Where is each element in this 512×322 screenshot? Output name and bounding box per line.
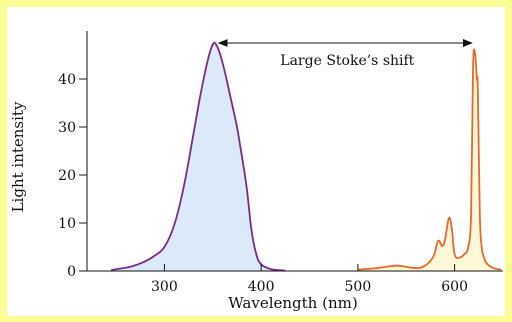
y-tick-label: 10 — [58, 216, 76, 232]
x-tick-label: 500 — [345, 279, 372, 295]
stokes-shift-label: Large Stoke’s shift — [280, 53, 414, 69]
series-1-line — [111, 41, 286, 272]
x-tick-label: 600 — [441, 279, 468, 295]
series-1-area — [111, 42, 286, 272]
chart-frame: 0 10 20 30 40 300 400 500 600 Large Stoke’s shif… — [7, 7, 505, 316]
y-tick-label: 40 — [58, 72, 76, 88]
x-tick-label: 300 — [151, 279, 178, 295]
y-tick-label: 30 — [58, 120, 76, 136]
stokes-shift-annotation: Large Stoke’s shift — [217, 39, 473, 69]
ticks: 0 10 20 30 40 300 400 500 600 — [58, 72, 468, 295]
axes — [86, 31, 503, 272]
x-tick-label: 400 — [248, 279, 275, 295]
y-tick-label: 20 — [58, 168, 76, 184]
spectrum-chart: 0 10 20 30 40 300 400 500 600 Large Stoke’s shif… — [9, 31, 503, 312]
y-tick-label: 0 — [67, 264, 76, 280]
series-areas — [111, 41, 502, 272]
y-axis-title: Light intensity — [9, 101, 27, 212]
series-2-line — [357, 48, 502, 271]
x-axis-title: Wavelength (nm) — [228, 294, 357, 312]
